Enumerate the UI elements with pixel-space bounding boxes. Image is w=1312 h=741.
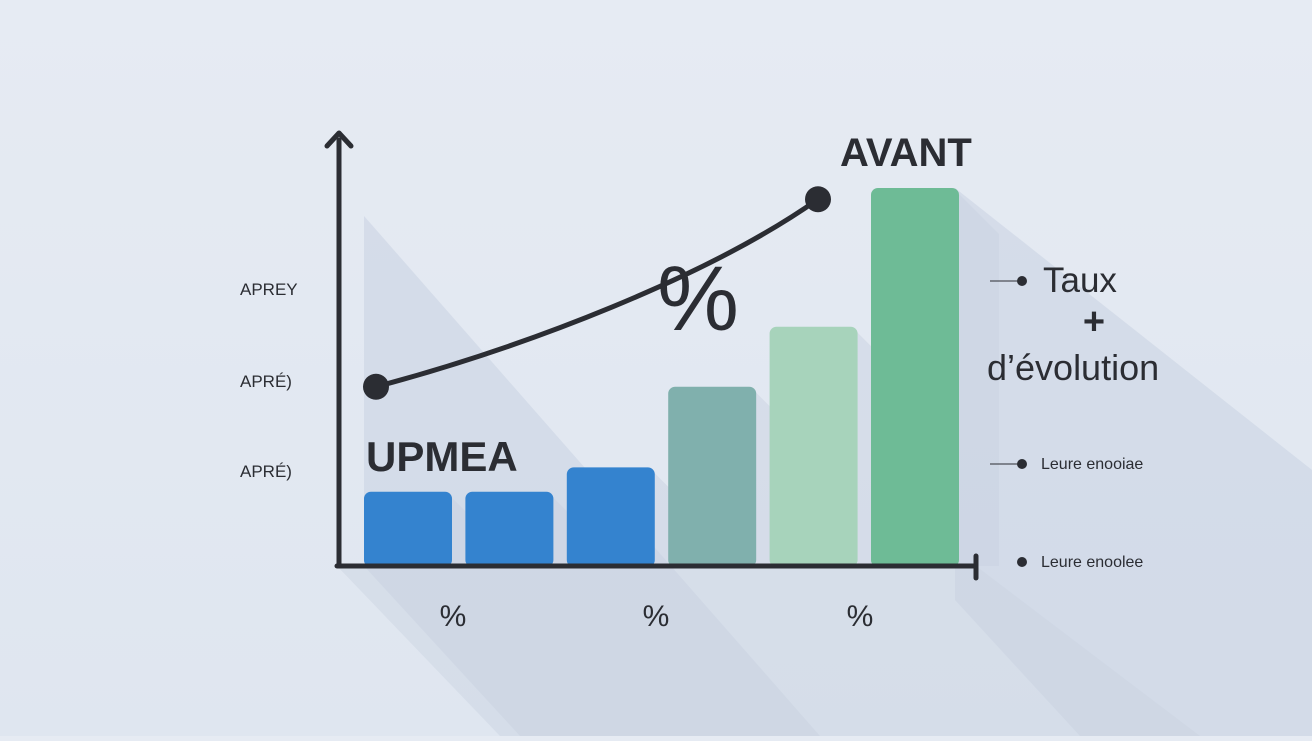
legend-item1-dot [1017,459,1027,469]
trend-point-2 [805,186,831,213]
bars-annotation-label: UPMEA [366,433,518,480]
x-tick-label-2: % [643,600,670,633]
x-tick-label-1: % [440,600,467,633]
legend-item2-label: Leure enoolee [1041,554,1143,571]
background-shadow-2 [955,188,1312,736]
trend-line-layer [363,186,831,400]
bar-2 [465,491,554,567]
shadow-layer [337,188,1312,736]
legend-title-line2: d’évolution [987,347,1159,388]
legend-plus: + [1083,301,1105,343]
bar-5 [769,326,858,567]
legend-item2-dot [1017,557,1027,567]
legend-title-line1: Taux [1043,261,1117,300]
percent-annotation: % [657,248,739,350]
y-tick-label-2: APRÉ) [240,372,292,391]
bar-1 [364,491,452,567]
background-shadow-3 [337,566,1200,736]
axes-layer [324,130,979,581]
bars-layer [364,188,959,567]
legend-title-dot [1017,276,1027,286]
y-tick-label-3: APRÉ) [240,462,292,481]
bar-shadow [959,194,999,566]
bar-6 [871,188,959,567]
trend-point-1 [363,373,389,400]
legend-item1-label: Leure enooiae [1041,456,1143,473]
labels-layer: APREY APRÉ) APRÉ) % % % UPMEA AVANT % Ta… [240,131,1159,633]
bar-3 [566,467,655,567]
y-tick-label-1: APREY [240,280,298,299]
bar-4 [668,386,757,567]
y-axis-arrow-icon [324,130,354,149]
x-tick-label-3: % [847,600,874,633]
top-annotation-label: AVANT [840,131,972,175]
trend-line [373,196,821,390]
